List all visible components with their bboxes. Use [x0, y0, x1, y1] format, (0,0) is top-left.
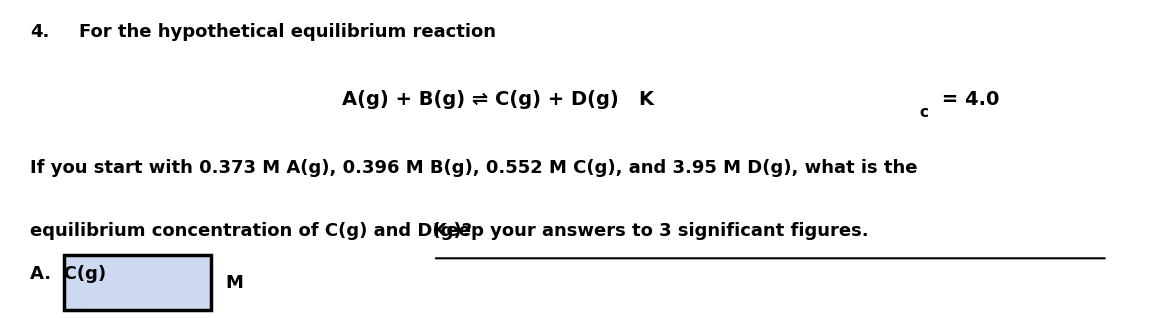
Text: A(g) + B(g) ⇌ C(g) + D(g)   K: A(g) + B(g) ⇌ C(g) + D(g) K [342, 90, 654, 109]
Text: equilibrium concentration of C(g) and D(g)?: equilibrium concentration of C(g) and D(… [30, 222, 478, 240]
Text: A.  C(g): A. C(g) [30, 265, 106, 283]
Text: c: c [919, 105, 928, 121]
Text: Keep your answers to 3 significant figures.: Keep your answers to 3 significant figur… [433, 222, 869, 240]
Bar [63, 255, 211, 310]
Text: M: M [225, 274, 243, 292]
Text: = 4.0: = 4.0 [935, 90, 999, 109]
Text: 4.: 4. [30, 24, 50, 41]
Text: If you start with 0.373 M A(g), 0.396 M B(g), 0.552 M C(g), and 3.95 M D(g), wha: If you start with 0.373 M A(g), 0.396 M … [30, 159, 917, 177]
Text: For the hypothetical equilibrium reaction: For the hypothetical equilibrium reactio… [78, 24, 495, 41]
